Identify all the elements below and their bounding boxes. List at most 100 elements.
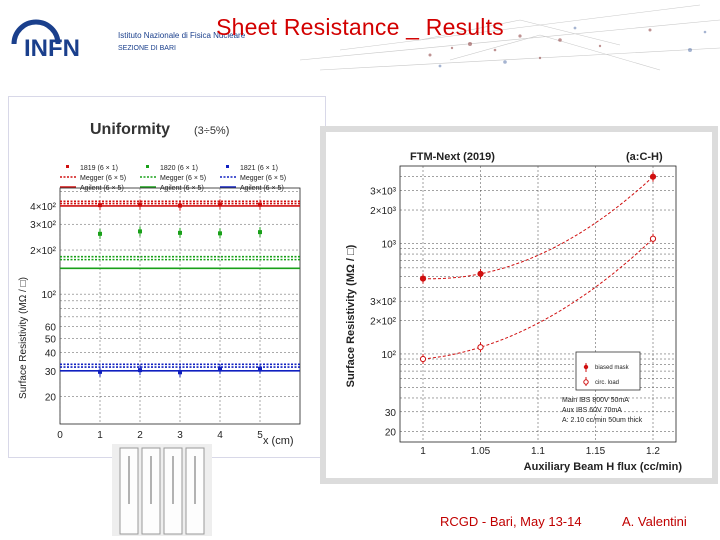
uniformity-y-tick-label: 50 [45, 334, 57, 345]
uniformity-y-label: Surface Resistivity (MΩ / □) [18, 277, 29, 399]
ftm-y-tick-label: 3×10² [370, 297, 397, 308]
slide-title: Sheet Resistance _ Results [216, 14, 504, 40]
header-background-art [299, 4, 720, 71]
uniformity-heading: Uniformity [90, 121, 170, 138]
ftm-x-tick-label: 1 [420, 446, 426, 457]
ftm-condition-2: Aux IBS 60V 70mA [562, 407, 622, 414]
uniformity-y-tick-label: 4×10² [30, 202, 57, 213]
ftm-next-plot: FTM-Next (2019) (a:C-H) 3×10³ 2×10³ 10³ 3×1… [320, 126, 718, 484]
legend-agilent-label: Agilent (6 × 5) [80, 185, 124, 192]
uniformity-x-tick-label: 0 [57, 430, 63, 441]
legend-biased-label: biased mask [595, 365, 630, 371]
uniformity-plot: Uniformity (3÷5%) 1819 (6 × 1) Megger (6 … [8, 96, 326, 458]
uniformity-y-tick-label: 40 [45, 348, 57, 359]
legend-megger-label: Megger (6 × 5) [240, 175, 286, 182]
ftm-y-tick-label: 2×10² [370, 317, 397, 328]
uniformity-point [178, 203, 182, 208]
ftm-panel-paper [326, 132, 712, 478]
uniformity-y-tick-label: 10² [42, 290, 57, 301]
logo-acronym: INFN [24, 35, 80, 62]
ftm-y-tick-label: 10² [382, 350, 397, 361]
uniformity-frame [8, 96, 326, 458]
uniformity-x-tick-label: 2 [137, 430, 143, 441]
uniformity-x-tick-label: 4 [217, 430, 223, 441]
uniformity-points [98, 199, 262, 378]
legend-biased-marker [583, 364, 589, 370]
uniformity-x-label: x (cm) [263, 435, 294, 447]
ftm-point [477, 270, 484, 277]
ftm-point [419, 275, 427, 282]
uniformity-x-tick-label: 3 [177, 430, 183, 441]
legend-agilent-label: Agilent (6 × 5) [240, 185, 284, 192]
legend-sample-marker [66, 165, 69, 168]
ftm-y-tick-label: 10³ [382, 239, 397, 250]
ftm-x-tick-label: 1.2 [646, 446, 660, 457]
uniformity-x-tick-label: 1 [97, 430, 103, 441]
ftm-x-tick-label: 1.1 [531, 446, 545, 457]
uniformity-heading-note: (3÷5%) [194, 125, 229, 137]
legend-megger-label: Megger (6 × 5) [160, 175, 206, 182]
legend-circ-label: circ. load [595, 380, 619, 386]
uniformity-point [258, 230, 262, 235]
ftm-condition-3: A: 2.10 cc/min 50um thick [562, 417, 643, 424]
ftm-x-ticks: 1 1.05 1.1 1.15 1.2 [420, 446, 660, 457]
uniformity-point [98, 369, 102, 374]
ftm-y-tick-label: 20 [385, 427, 397, 438]
uniformity-y-tick-label: 60 [45, 323, 57, 334]
ftm-point [649, 173, 657, 180]
uniformity-legend: 1819 (6 × 1) Megger (6 × 5) Agilent (6 × 5… [60, 165, 286, 192]
legend-circ-marker [583, 379, 589, 385]
uniformity-point [218, 202, 222, 207]
uniformity-point [178, 230, 182, 235]
ftm-title: FTM-Next (2019) [410, 151, 495, 163]
uniformity-y-tick-label: 2×10² [30, 246, 57, 257]
infn-logo: INFN Istituto Nazionale di Fisica Nuclea… [8, 16, 258, 72]
ftm-fit-curve [422, 238, 654, 360]
uniformity-point [258, 366, 262, 371]
ftm-y-label: Surface Resistivity (MΩ / □) [345, 244, 357, 387]
uniformity-y-tick-label: 20 [45, 393, 57, 404]
legend-sample-label: 1820 (6 × 1) [160, 165, 198, 172]
logo-line2: SEZIONE DI BARI [118, 45, 176, 52]
uniformity-y-tick-label: 30 [45, 367, 57, 378]
ftm-grid [399, 165, 677, 443]
ftm-fit-curves [422, 176, 654, 360]
uniformity-point [218, 231, 222, 236]
ftm-point [477, 344, 484, 351]
uniformity-y-tick-label: 3×10² [30, 220, 57, 231]
infn-logo-mark: INFN Istituto Nazionale di Fisica Nuclea… [11, 19, 246, 62]
ftm-x-label: Auxiliary Beam H flux (cc/min) [524, 461, 683, 473]
logo-line1: Istituto Nazionale di Fisica Nucleare [118, 31, 246, 40]
uniformity-point [178, 370, 182, 375]
ftm-condition-1: Main IBS 800V 50mA [562, 397, 629, 404]
ftm-tag: (a:C-H) [626, 151, 663, 163]
uniformity-point [98, 231, 102, 236]
ftm-y-ticks: 3×10³ 2×10³ 10³ 3×10² 2×10² 10² 30 20 [370, 187, 397, 439]
legend-sample-label: 1821 (6 × 1) [240, 165, 278, 172]
ftm-y-tick-label: 2×10³ [370, 206, 397, 217]
ftm-points [419, 171, 657, 365]
uniformity-point [258, 202, 262, 207]
footer-event: RCGD - Bari, May 13-14 [440, 514, 582, 529]
uniformity-point [218, 367, 222, 372]
uniformity-point [138, 368, 142, 373]
legend-agilent-label: Agilent (6 × 5) [160, 185, 204, 192]
ftm-point [649, 235, 657, 242]
legend-sample-label: 1819 (6 × 1) [80, 165, 118, 172]
uniformity-point [138, 202, 142, 207]
ftm-x-tick-label: 1.15 [586, 446, 606, 457]
ftm-x-tick-label: 1.05 [471, 446, 491, 457]
ftm-point [419, 355, 427, 363]
legend-sample-marker [226, 165, 229, 168]
ftm-legend-box: biased mask circ. load [575, 351, 641, 391]
footer-author: A. Valentini [622, 514, 687, 529]
sample-strips-photo [112, 444, 212, 536]
ftm-y-tick-label: 3×10³ [370, 187, 397, 198]
legend-megger-label: Megger (6 × 5) [80, 175, 126, 182]
uniformity-point [138, 229, 142, 234]
uniformity-point [98, 203, 102, 208]
legend-sample-marker [146, 165, 149, 168]
uniformity-x-tick-label: 5 [257, 430, 263, 441]
slide-header: INFN Istituto Nazionale di Fisica Nuclea… [0, 0, 720, 88]
